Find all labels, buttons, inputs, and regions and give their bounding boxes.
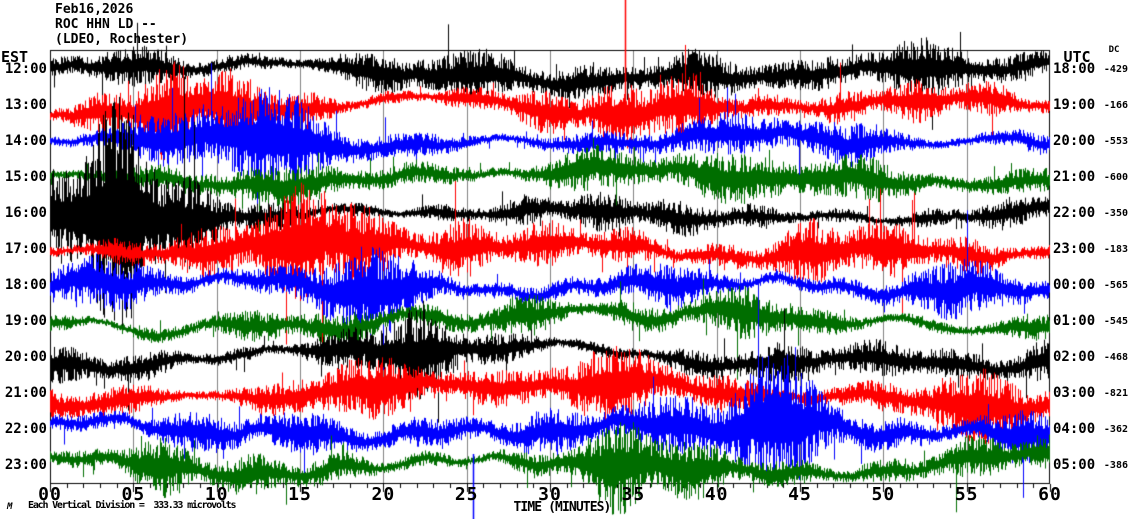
est-time-label: 16:00	[4, 205, 47, 221]
x-tick-label: 30	[538, 484, 562, 505]
x-tick-label: 60	[1038, 484, 1062, 505]
utc-time-label: 04:00	[1053, 421, 1096, 437]
dc-offset-value: -468	[1103, 352, 1128, 363]
est-time-label: 17:00	[4, 241, 47, 257]
x-tick-label: 40	[704, 484, 729, 505]
x-tick-label: 10	[204, 484, 229, 505]
dc-offset-value: -565	[1103, 280, 1128, 291]
est-time-label: 15:00	[4, 169, 47, 185]
utc-time-label: 22:00	[1053, 205, 1096, 221]
dc-offset-value: -429	[1103, 64, 1128, 75]
est-time-label: 19:00	[4, 313, 47, 329]
dc-offset-value: -545	[1103, 316, 1128, 327]
est-time-label: 21:00	[4, 385, 47, 401]
x-tick-label: 20	[371, 484, 396, 505]
est-time-label: 18:00	[4, 277, 47, 293]
header-date: Feb16,2026	[55, 2, 134, 17]
x-tick-label: 45	[788, 484, 812, 505]
utc-time-label: 18:00	[1053, 61, 1096, 77]
utc-time-label: 05:00	[1053, 457, 1096, 473]
dc-offset-value: -362	[1103, 424, 1128, 435]
left-timezone-label: EST	[1, 48, 29, 66]
dc-offset-value: -553	[1103, 136, 1128, 147]
x-tick-label: 50	[871, 484, 896, 505]
dc-offset-value: -350	[1103, 208, 1128, 219]
header-station-location: (LDEO, Rochester)	[55, 32, 189, 47]
vertical-scale-note: Each Vertical Division = 333.33 microvol…	[28, 500, 236, 511]
utc-time-label: 03:00	[1053, 385, 1096, 401]
x-tick-label: 15	[288, 484, 312, 505]
x-tick-label: 05	[121, 484, 146, 505]
utc-time-label: 00:00	[1053, 277, 1096, 293]
right-timezone-label: UTC	[1063, 48, 1091, 66]
utc-time-label: 19:00	[1053, 97, 1096, 113]
x-tick-label: 55	[954, 484, 979, 505]
utc-time-label: 01:00	[1053, 313, 1096, 329]
est-time-label: 12:00	[4, 61, 47, 77]
utc-time-label: 23:00	[1053, 241, 1096, 257]
x-tick-label: 25	[454, 484, 479, 505]
dc-column-label: DC	[1108, 45, 1120, 55]
est-time-label: 22:00	[4, 421, 47, 437]
est-time-label: 13:00	[4, 97, 47, 113]
utc-time-label: 21:00	[1053, 169, 1096, 185]
utc-time-label: 02:00	[1053, 349, 1096, 365]
est-time-label: 23:00	[4, 457, 47, 473]
dc-offset-value: -183	[1103, 244, 1128, 255]
dc-offset-value: -386	[1103, 460, 1128, 471]
dc-offset-value: -166	[1103, 100, 1128, 111]
est-time-label: 14:00	[4, 133, 47, 149]
utc-time-label: 20:00	[1053, 133, 1096, 149]
dc-offset-value: -821	[1103, 388, 1128, 399]
x-tick-label: 00	[38, 484, 62, 505]
dc-offset-value: -600	[1103, 172, 1128, 183]
header-station-code: ROC HHN LD --	[55, 17, 157, 32]
logo-mark: M	[7, 502, 13, 512]
x-axis-title: TIME (MINUTES)	[513, 500, 612, 515]
x-tick-label: 35	[621, 484, 646, 505]
est-time-label: 20:00	[4, 349, 47, 365]
